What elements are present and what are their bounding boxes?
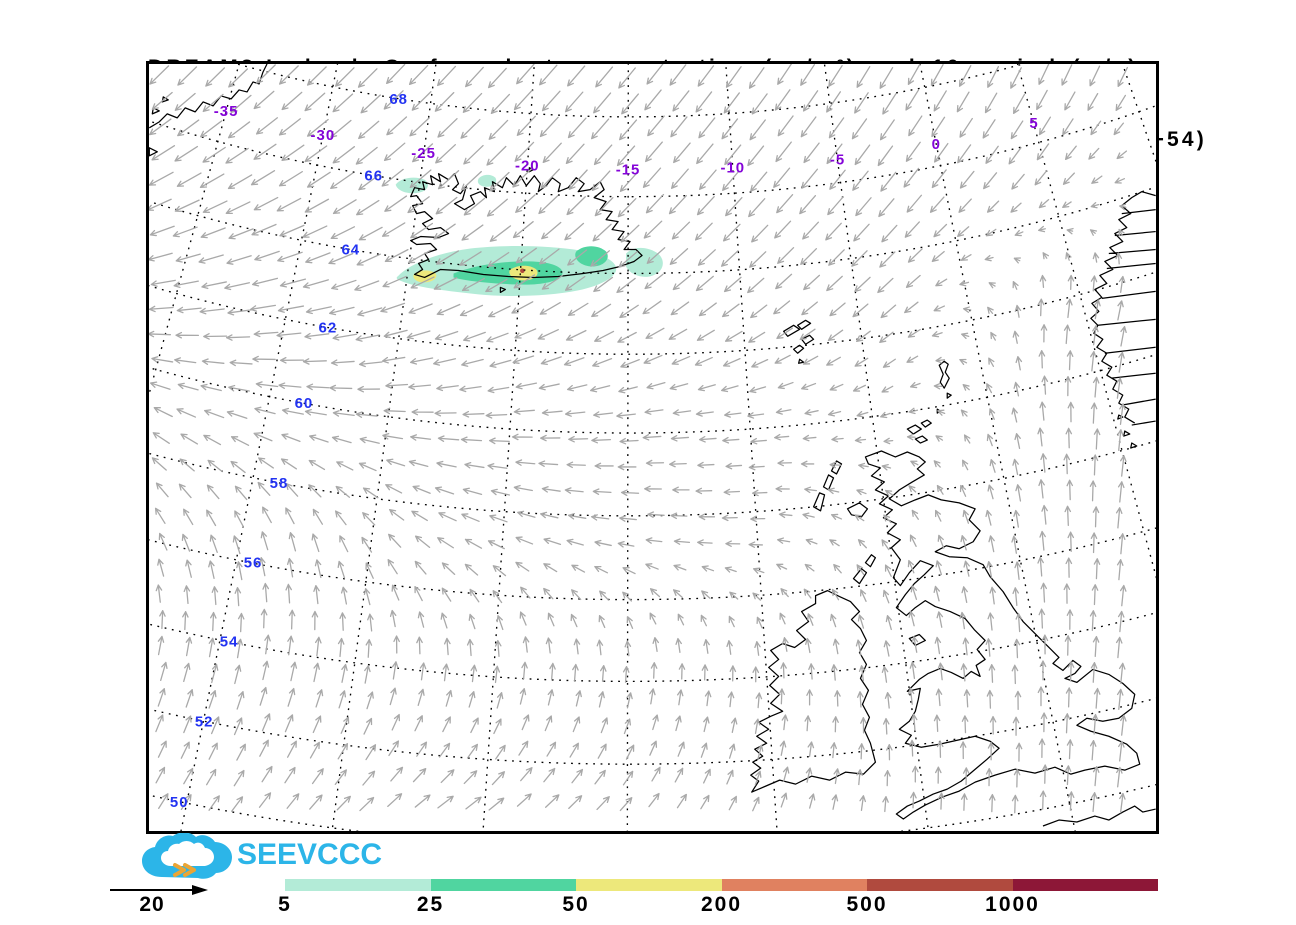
wind-scale-arrow-icon [110,885,208,895]
meridian-line [180,64,339,831]
parallel-line [149,186,1156,274]
colorbar-segment [576,879,722,891]
wind-scale-value: 20 [139,893,165,916]
meridian-line [1016,64,1156,579]
longitude-label: -35 [214,103,239,120]
longitude-label: -5 [830,152,845,169]
meridian-line [149,64,240,397]
longitude-label: -10 [720,160,745,177]
latitude-label: 64 [341,242,360,259]
seevccc-logo [140,832,240,881]
latitude-label: 58 [270,475,289,492]
coastline-shetland-orkney [906,360,952,444]
cloud-icon [142,832,232,879]
dust-colorbar [285,879,1158,891]
meridian-line [725,64,778,831]
dust-patch [520,268,525,274]
meridian-line [919,64,1076,831]
coastline-greenland [149,64,268,157]
meridian-line [331,64,437,831]
map-canvas: -35 -30 -25 -20 -15 -10 -5 0 5 68 66 64 62 60 58 56 54 52… [149,64,1156,831]
colorbar-segment [867,879,1013,891]
meridian-line [482,64,535,831]
dust-patch [413,270,437,283]
colorbar-value: 500 [846,893,888,916]
longitude-label: -15 [616,162,641,179]
longitude-label: 0 [932,136,941,153]
parallel-line [149,439,1156,516]
colorbar-value: 25 [416,893,445,916]
coastline-great-britain [864,450,1141,820]
colorbar-value: 200 [700,893,743,916]
latitude-label: 54 [220,633,239,650]
latitude-label: 50 [170,794,189,811]
dust-patch [575,246,608,267]
dust-patch [477,174,497,187]
colorbar-value: 1000 [985,893,1040,916]
logo-text: SEEVCCC [237,838,383,871]
meridian-line [626,64,629,831]
latitude-label: 68 [389,91,408,108]
parallel-line [149,271,1156,355]
colorbar-segment [285,879,431,891]
longitude-label: -25 [411,145,436,162]
meridian-line [823,64,930,831]
colorbar-segment [721,879,867,891]
dust-patch [626,247,663,277]
latitude-label: 56 [244,555,263,572]
colorbar-value: 5 [278,893,292,916]
longitude-label: -20 [515,158,540,175]
wind-arrow-field [149,64,1129,814]
colorbar-segment [430,879,576,891]
parallel-line [149,783,1156,831]
latitude-label: 66 [364,168,383,185]
latitude-label: 60 [295,395,314,412]
meridian-line [1121,64,1156,164]
parallel-line [234,64,1026,118]
latitude-label: 62 [319,319,338,336]
latitude-label: 52 [195,713,214,730]
colorbar-value: 50 [562,893,590,916]
coastline-france [1042,805,1156,827]
parallel-line [149,527,1156,600]
coastline-faroe-islands [783,319,815,364]
colorbar-segment [1012,879,1158,891]
longitude-label: -30 [311,127,336,144]
longitude-label: 5 [1029,115,1038,132]
map-frame: -35 -30 -25 -20 -15 -10 -5 0 5 68 66 64 62 60 58 56 54 52… [146,61,1159,834]
coastline-hebrides [812,460,926,647]
coastline-norway [1090,191,1156,449]
coastline-ireland [750,590,877,793]
